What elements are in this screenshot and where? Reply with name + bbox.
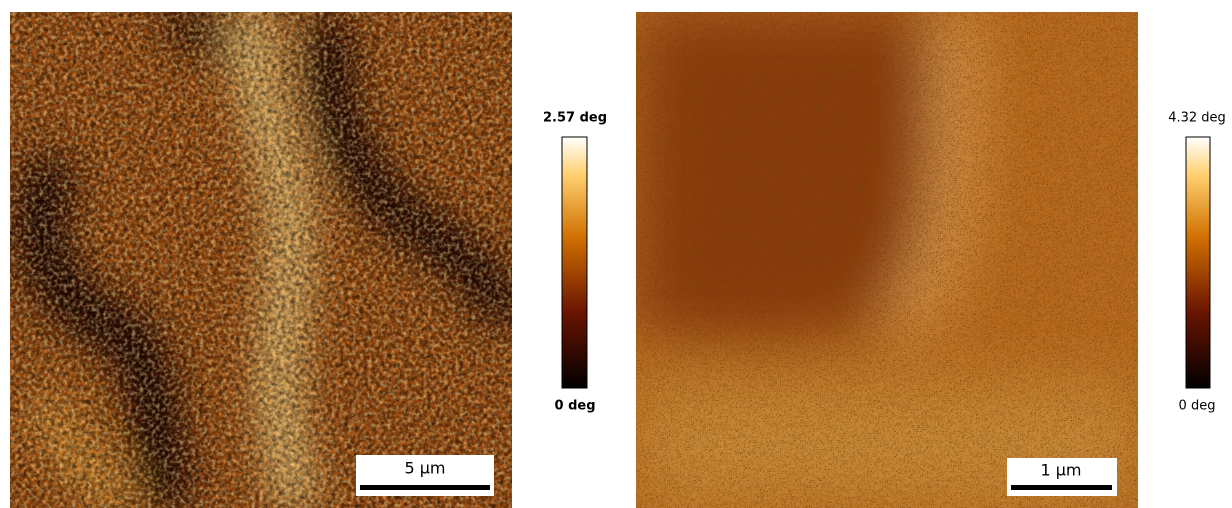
figure: 5 µm 2.57 deg 0 deg 1 µm 4.32 deg 0 deg <box>0 0 1232 508</box>
phase-image-right <box>636 12 1138 508</box>
scale-bar <box>360 485 490 490</box>
scale-bar <box>1011 485 1112 490</box>
scale-bar-label: 5 µm <box>404 459 445 478</box>
colorbar <box>1186 137 1210 388</box>
colorbar-min-label: 0 deg <box>555 399 596 414</box>
colorbar-max-label: 4.32 deg <box>1168 111 1226 126</box>
scale-bar-label: 1 µm <box>1040 461 1081 480</box>
colorbar <box>562 137 587 388</box>
colorbar-min-label: 0 deg <box>1179 399 1216 414</box>
phase-image-left <box>10 12 512 508</box>
colorbar-max-label: 2.57 deg <box>543 111 607 126</box>
